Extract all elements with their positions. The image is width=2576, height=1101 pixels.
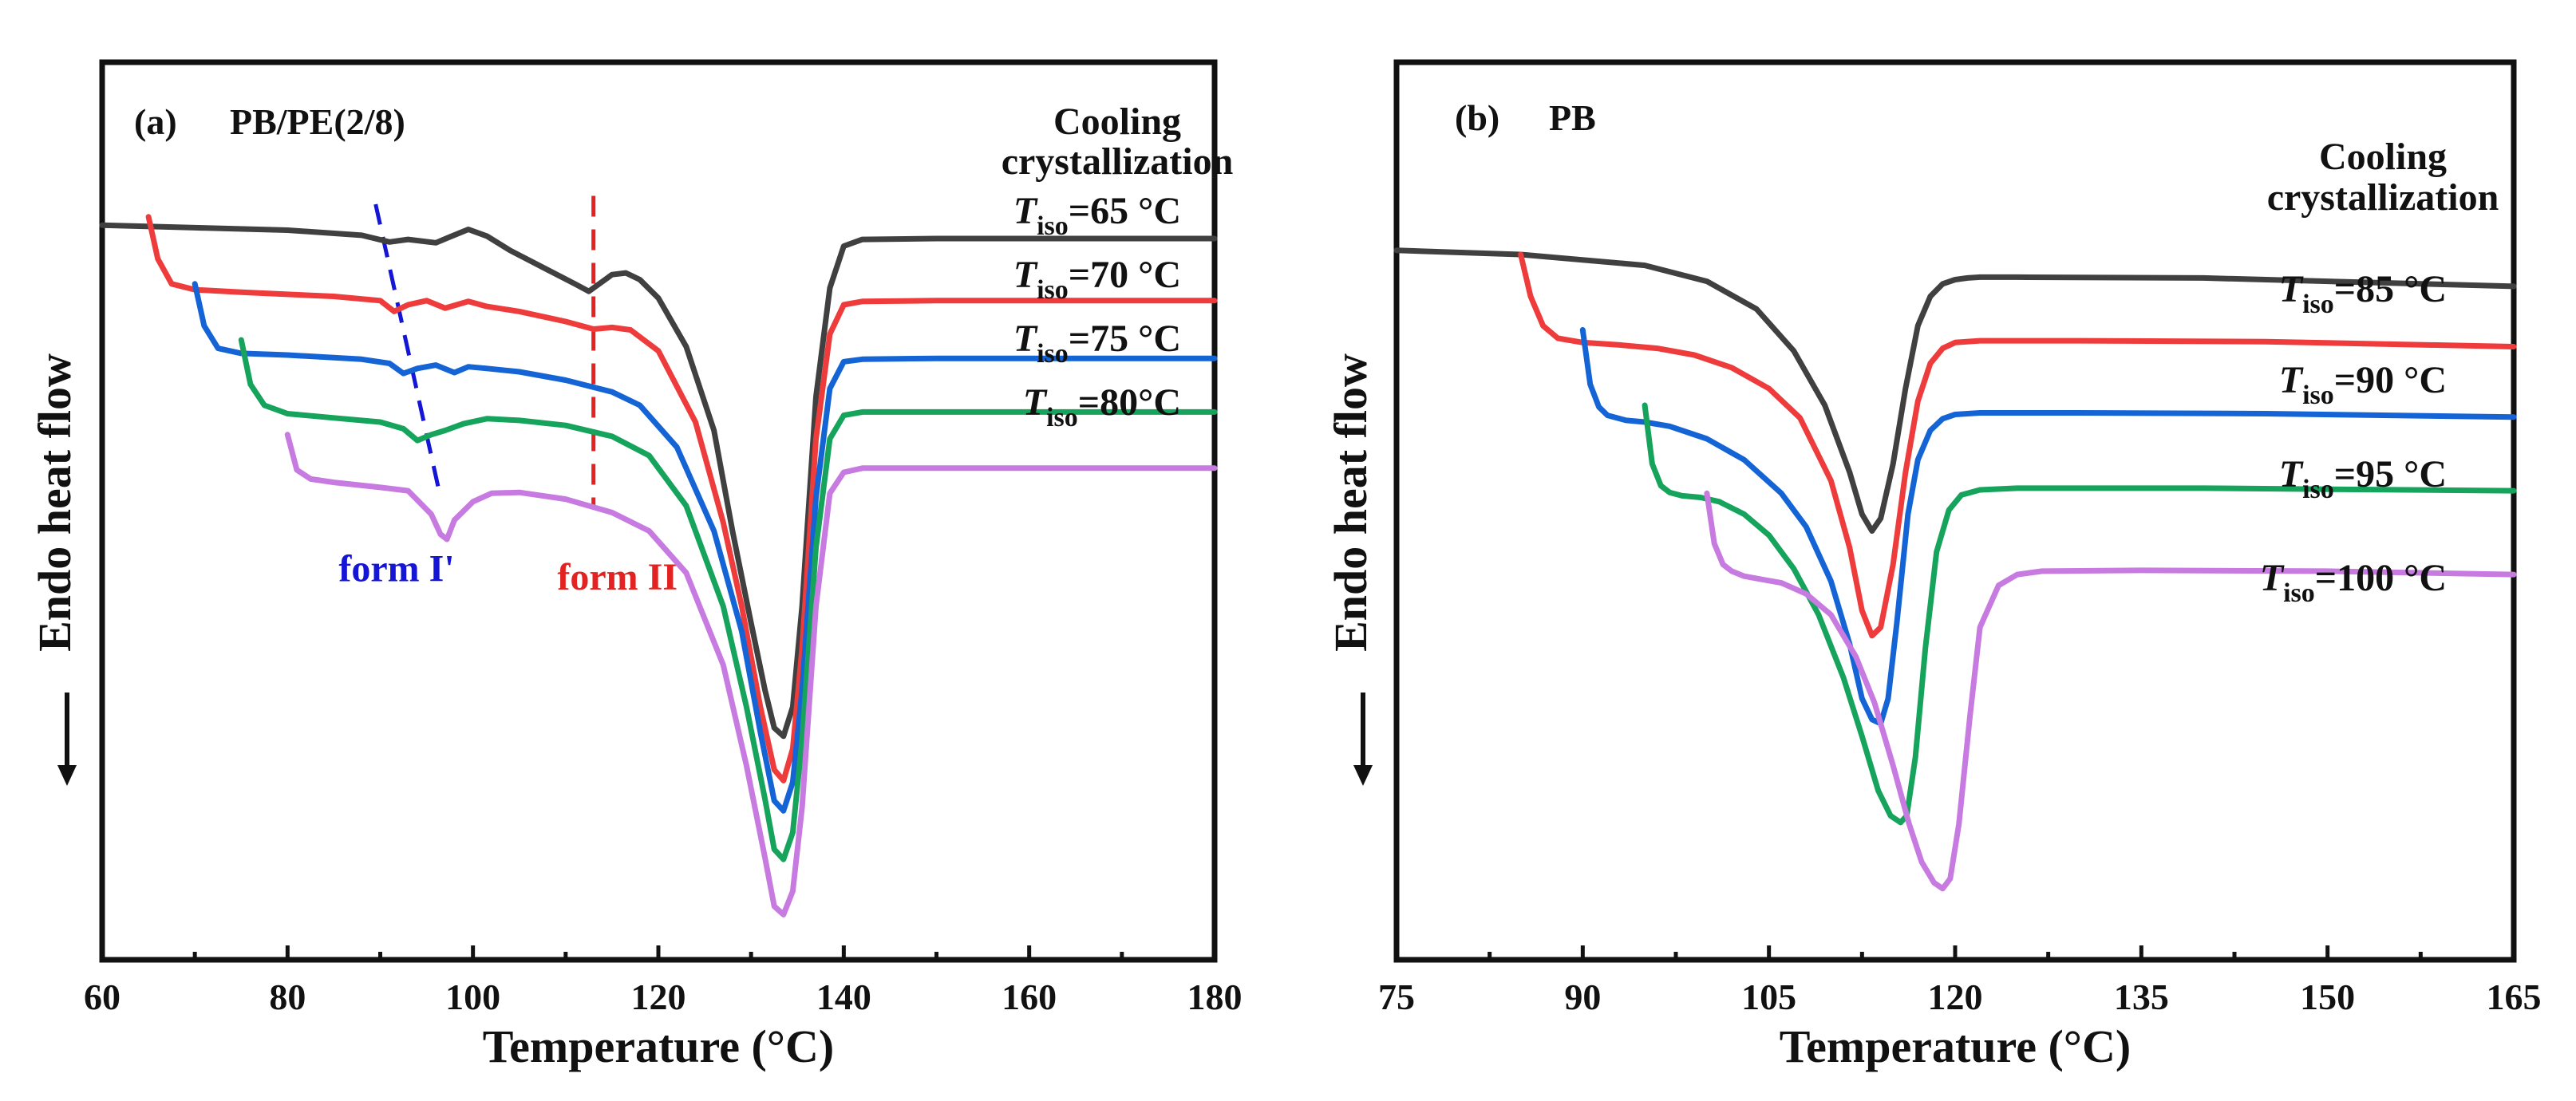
label-value: =75 °C <box>1069 318 1181 360</box>
x-tick-label: 180 <box>1187 977 1243 1017</box>
series-line-4 <box>284 432 1218 917</box>
label-t: T <box>1013 318 1038 360</box>
series-line-1 <box>145 214 1218 783</box>
label-t: T <box>2279 359 2304 401</box>
label-value: =90 °C <box>2334 359 2447 401</box>
annotation-line <box>373 203 443 499</box>
series-label: crystallization <box>1002 140 1234 183</box>
label-value: =100 °C <box>2315 557 2447 599</box>
series-label: Tiso=70 °C <box>1013 254 1181 305</box>
x-tick-label: 120 <box>631 977 686 1017</box>
series-line-3 <box>1642 402 2517 826</box>
series-label: Cooling <box>2319 136 2447 178</box>
x-tick-label: 140 <box>816 977 871 1017</box>
plot-frame <box>99 59 1218 963</box>
x-tick-label: 75 <box>1378 977 1415 1017</box>
x-tick-label: 150 <box>2300 977 2355 1017</box>
y-axis-title: Endo heat flow <box>1325 353 1377 652</box>
x-tick-label: 160 <box>1002 977 1057 1017</box>
series-line-3 <box>238 337 1218 862</box>
x-axis-title: Temperature (°C) <box>483 1020 834 1072</box>
series-label: Cooling <box>1053 101 1181 143</box>
series-label: Tiso=65 °C <box>1013 190 1181 241</box>
label-subscript: iso <box>1037 211 1069 241</box>
label-subscript: iso <box>1037 339 1069 369</box>
y-axis-title: Endo heat flow <box>29 353 81 652</box>
chart-panel-a: 60 80 100 120 140 160 180 Temperature (°C) Endo … <box>29 59 1243 1072</box>
x-tick-label: 135 <box>2114 977 2169 1017</box>
x-tick-label: 90 <box>1564 977 1601 1017</box>
series-line-4 <box>1704 490 2517 892</box>
panel-title: PB/PE(2/8) <box>230 101 405 142</box>
series-line-2 <box>1579 327 2517 727</box>
label-value: =95 °C <box>2334 453 2447 495</box>
x-tick-label: 80 <box>269 977 306 1017</box>
label-subscript: iso <box>2302 381 2334 410</box>
panel-title: PB <box>1549 97 1596 138</box>
label-value: =80°C <box>1078 381 1181 424</box>
annotation-label: form II <box>557 556 678 598</box>
series-line-1 <box>1518 251 2517 639</box>
series-label: Tiso=75 °C <box>1013 318 1181 369</box>
label-value: =85 °C <box>2334 268 2447 310</box>
label-t: T <box>1013 190 1038 232</box>
series-line-2 <box>192 281 1218 814</box>
annotation-label: form I' <box>338 548 454 590</box>
label-subscript: iso <box>1046 403 1078 432</box>
label-t: T <box>2279 453 2304 495</box>
series-label: Tiso=95 °C <box>2279 453 2447 504</box>
x-axis-title: Temperature (°C) <box>1780 1020 2131 1072</box>
series-label: Tiso=100 °C <box>2260 557 2447 608</box>
series-line-0 <box>1393 247 2517 534</box>
panel-letter: (a) <box>134 101 177 142</box>
label-subscript: iso <box>1037 275 1069 305</box>
series-label: Tiso=85 °C <box>2279 268 2447 319</box>
label-subscript: iso <box>2302 290 2334 319</box>
label-subscript: iso <box>2283 578 2315 608</box>
series-label: Tiso=90 °C <box>2279 359 2447 410</box>
series-label: Tiso=80°C <box>1023 381 1181 432</box>
x-tick-label: 120 <box>1928 977 1983 1017</box>
series-line-0 <box>99 222 1218 740</box>
label-value: =65 °C <box>1069 190 1181 232</box>
label-t: T <box>1013 254 1038 296</box>
down-arrow-icon <box>1353 765 1373 786</box>
series-label: crystallization <box>2267 176 2499 219</box>
label-t: T <box>1023 381 1048 424</box>
x-tick-label: 165 <box>2487 977 2542 1017</box>
chart-panel-b: 75 90 105 120 135 150 165 Temperature (°C) Endo … <box>1325 59 2542 1072</box>
panel-letter: (b) <box>1455 97 1499 138</box>
label-t: T <box>2260 557 2285 599</box>
label-value: =70 °C <box>1069 254 1181 296</box>
x-tick-label: 105 <box>1741 977 1796 1017</box>
label-subscript: iso <box>2302 475 2334 504</box>
x-tick-label: 100 <box>445 977 500 1017</box>
x-tick-label: 60 <box>84 977 121 1017</box>
label-t: T <box>2279 268 2304 310</box>
down-arrow-icon <box>57 765 77 786</box>
